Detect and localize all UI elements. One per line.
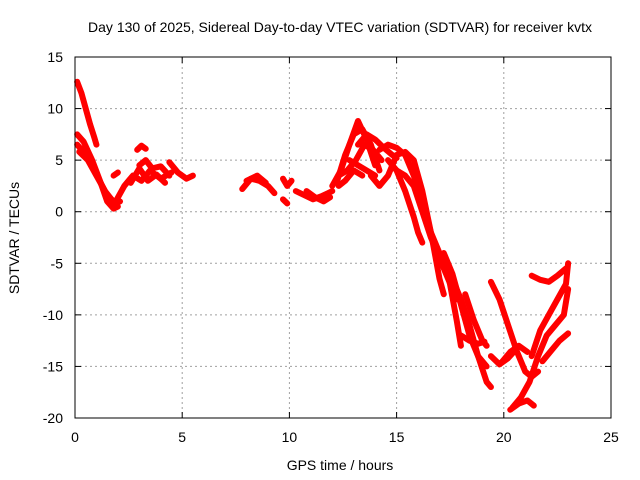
series-arc38 xyxy=(539,330,572,365)
chart-title: Day 130 of 2025, Sidereal Day-to-day VTE… xyxy=(88,19,592,35)
series-arc4 xyxy=(76,148,115,203)
x-tick-label: 5 xyxy=(178,429,186,445)
tick-labels: 0 5 10 15 20 25 -20 -15 -10 -5 0 5 10 15 xyxy=(43,49,619,445)
series-arc28 xyxy=(449,275,490,370)
series-arc33 xyxy=(498,342,531,366)
y-tick-label: -10 xyxy=(43,307,63,323)
y-tick-label: -5 xyxy=(51,255,64,271)
series-arc22 xyxy=(355,131,400,162)
series-arc19 xyxy=(335,141,385,179)
data-series xyxy=(74,78,572,413)
x-tick-label: 20 xyxy=(496,429,512,445)
series-arc9 xyxy=(166,159,196,182)
grid-lines xyxy=(74,56,612,419)
plot-frame xyxy=(74,56,612,419)
y-tick-label: 5 xyxy=(55,152,63,168)
series-arc6 xyxy=(127,165,169,186)
series-arc23 xyxy=(367,148,447,298)
series-arc8 xyxy=(136,157,173,179)
y-axis-label: SDTVAR / TECUs xyxy=(6,182,22,294)
x-axis-label: GPS time / hours xyxy=(287,457,394,473)
y-tick-label: 0 xyxy=(55,204,63,220)
y-tick-label: -20 xyxy=(43,410,63,426)
series-arc30 xyxy=(457,332,488,347)
series-arc37 xyxy=(528,265,569,285)
series-arc7 xyxy=(134,142,149,153)
series-arc12 xyxy=(243,172,269,186)
x-tick-label: 15 xyxy=(389,429,405,445)
y-tick-label: -15 xyxy=(43,358,63,374)
series-arc36 xyxy=(528,260,572,360)
series-arc26 xyxy=(393,167,460,303)
series-arc20 xyxy=(335,167,366,189)
y-tick-label: 10 xyxy=(47,101,63,117)
x-tick-label: 25 xyxy=(603,429,619,445)
series-arc16 xyxy=(303,188,334,205)
x-tick-label: 0 xyxy=(71,429,79,445)
series-arc10 xyxy=(110,169,121,179)
x-tick-label: 10 xyxy=(282,429,298,445)
series-arc13 xyxy=(279,175,295,189)
y-tick-label: 15 xyxy=(47,49,63,65)
series-arc14 xyxy=(279,196,291,207)
series-arc35 xyxy=(509,286,572,411)
series-arc1 xyxy=(74,78,100,148)
